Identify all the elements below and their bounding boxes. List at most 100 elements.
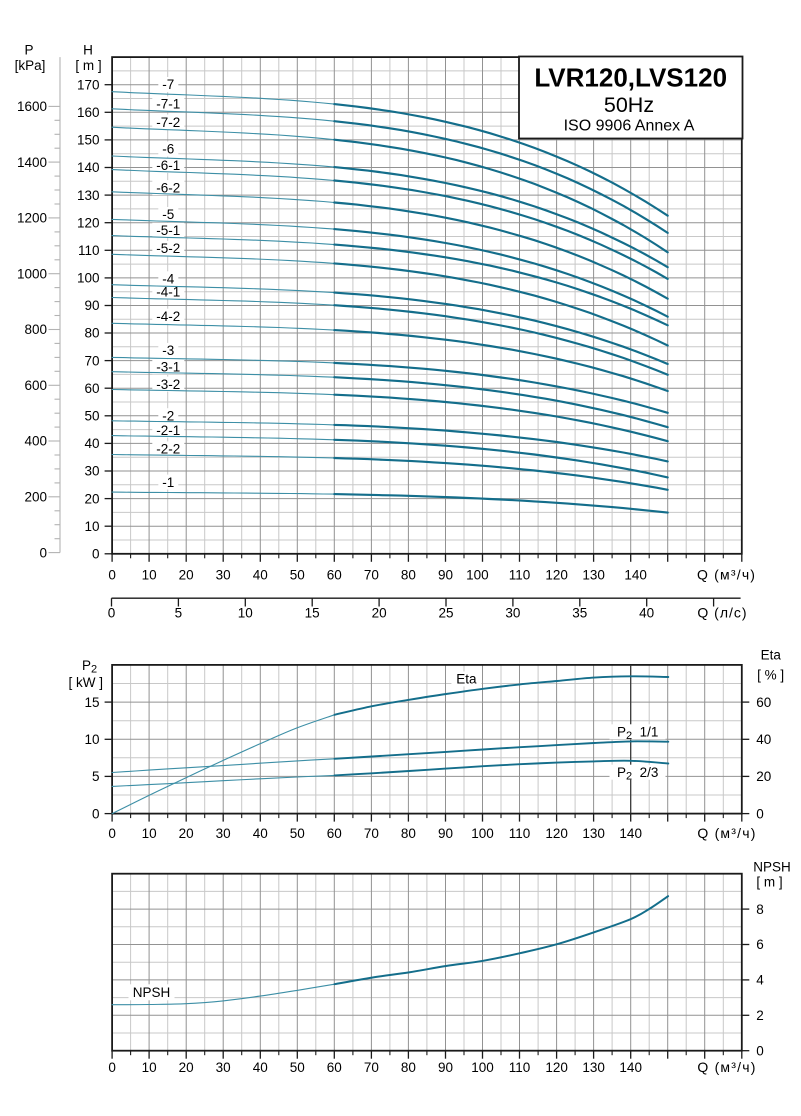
svg-text:90: 90 xyxy=(84,298,99,313)
svg-text:1000: 1000 xyxy=(17,266,47,281)
svg-text:-6-2: -6-2 xyxy=(156,180,180,195)
svg-text:20: 20 xyxy=(179,1060,194,1075)
svg-text:1400: 1400 xyxy=(17,155,47,170)
svg-text:10: 10 xyxy=(142,826,157,841)
svg-text:90: 90 xyxy=(438,567,453,582)
svg-text:130: 130 xyxy=(77,188,100,203)
svg-text:100: 100 xyxy=(77,271,100,286)
svg-text:50: 50 xyxy=(290,826,305,841)
svg-text:100: 100 xyxy=(466,567,489,582)
svg-text:80: 80 xyxy=(401,826,416,841)
svg-text:-1: -1 xyxy=(162,475,174,490)
svg-text:1600: 1600 xyxy=(17,99,47,114)
svg-text:6: 6 xyxy=(756,937,764,952)
svg-text:10: 10 xyxy=(142,1060,157,1075)
svg-text:40: 40 xyxy=(253,826,268,841)
svg-text:110: 110 xyxy=(509,826,531,841)
svg-text:100: 100 xyxy=(471,1060,494,1075)
svg-text:H: H xyxy=(83,43,93,58)
svg-text:0: 0 xyxy=(108,605,116,620)
svg-text:150: 150 xyxy=(77,133,100,148)
svg-text:P: P xyxy=(24,43,33,58)
svg-text:0: 0 xyxy=(108,826,116,841)
svg-text:40: 40 xyxy=(253,567,268,582)
svg-text:LVR120,LVS120: LVR120,LVS120 xyxy=(534,63,727,93)
svg-text:140: 140 xyxy=(77,160,100,175)
svg-text:-5: -5 xyxy=(162,207,174,222)
svg-text:[kPa]: [kPa] xyxy=(15,58,46,73)
svg-text:40: 40 xyxy=(639,605,654,620)
svg-text:60: 60 xyxy=(756,695,771,710)
svg-text:Eta: Eta xyxy=(761,648,782,663)
svg-text:20: 20 xyxy=(372,605,387,620)
svg-text:-6: -6 xyxy=(162,142,174,157)
svg-text:120: 120 xyxy=(545,1060,568,1075)
svg-text:130: 130 xyxy=(582,1060,605,1075)
svg-text:35: 35 xyxy=(572,605,587,620)
svg-text:10: 10 xyxy=(142,567,157,582)
svg-text:0: 0 xyxy=(92,806,100,821)
svg-text:30: 30 xyxy=(216,826,231,841)
svg-text:20: 20 xyxy=(179,567,194,582)
svg-text:15: 15 xyxy=(84,695,99,710)
svg-text:10: 10 xyxy=(238,605,253,620)
svg-text:50: 50 xyxy=(290,1060,305,1075)
svg-text:800: 800 xyxy=(24,322,47,337)
svg-text:1200: 1200 xyxy=(17,211,47,226)
svg-text:-7-1: -7-1 xyxy=(156,97,180,112)
svg-text:P2 2/3: P2 2/3 xyxy=(617,765,658,783)
svg-text:140: 140 xyxy=(624,567,647,582)
svg-text:10: 10 xyxy=(84,732,99,747)
svg-text:4: 4 xyxy=(756,973,764,988)
svg-text:-2-2: -2-2 xyxy=(156,442,180,457)
svg-text:5: 5 xyxy=(175,605,183,620)
svg-text:P2 1/1: P2 1/1 xyxy=(617,725,658,743)
svg-text:0: 0 xyxy=(108,567,116,582)
svg-text:70: 70 xyxy=(84,353,99,368)
svg-text:140: 140 xyxy=(619,826,642,841)
svg-text:60: 60 xyxy=(327,567,342,582)
svg-text:40: 40 xyxy=(84,436,99,451)
svg-text:10: 10 xyxy=(84,519,99,534)
svg-text:0: 0 xyxy=(92,547,100,562)
svg-text:100: 100 xyxy=(471,826,494,841)
svg-text:110: 110 xyxy=(78,243,100,258)
svg-text:80: 80 xyxy=(401,567,416,582)
svg-text:200: 200 xyxy=(24,490,47,505)
svg-text:0: 0 xyxy=(39,545,47,560)
svg-text:50: 50 xyxy=(290,567,305,582)
svg-text:8: 8 xyxy=(756,902,764,917)
svg-text:50: 50 xyxy=(84,409,99,424)
svg-text:90: 90 xyxy=(438,826,453,841)
svg-text:60: 60 xyxy=(327,826,342,841)
svg-text:30: 30 xyxy=(216,567,231,582)
svg-text:-2-1: -2-1 xyxy=(156,423,180,438)
svg-text:Eta: Eta xyxy=(456,672,477,687)
svg-text:70: 70 xyxy=(364,1060,379,1075)
svg-text:60: 60 xyxy=(84,381,99,396)
svg-text:0: 0 xyxy=(756,806,764,821)
svg-text:20: 20 xyxy=(84,491,99,506)
svg-text:30: 30 xyxy=(216,1060,231,1075)
svg-text:2: 2 xyxy=(756,1008,764,1023)
svg-text:-7: -7 xyxy=(162,77,174,92)
svg-text:0: 0 xyxy=(108,1060,116,1075)
svg-text:40: 40 xyxy=(253,1060,268,1075)
svg-text:0: 0 xyxy=(756,1043,764,1058)
svg-text:Q (м³/ч): Q (м³/ч) xyxy=(697,566,756,582)
svg-text:-6-1: -6-1 xyxy=(156,158,180,173)
svg-text:120: 120 xyxy=(77,215,100,230)
svg-text:160: 160 xyxy=(77,105,100,120)
svg-text:-2: -2 xyxy=(162,408,174,423)
svg-text:-4-2: -4-2 xyxy=(156,309,180,324)
svg-text:15: 15 xyxy=(305,605,320,620)
svg-text:120: 120 xyxy=(545,826,568,841)
svg-text:130: 130 xyxy=(582,826,605,841)
svg-text:90: 90 xyxy=(438,1060,453,1075)
svg-text:170: 170 xyxy=(77,77,100,92)
svg-text:-3: -3 xyxy=(162,343,174,358)
svg-text:ISO 9906 Annex A: ISO 9906 Annex A xyxy=(564,118,695,135)
svg-text:110: 110 xyxy=(509,1060,531,1075)
svg-text:-5-1: -5-1 xyxy=(156,223,180,238)
svg-text:400: 400 xyxy=(24,434,47,449)
